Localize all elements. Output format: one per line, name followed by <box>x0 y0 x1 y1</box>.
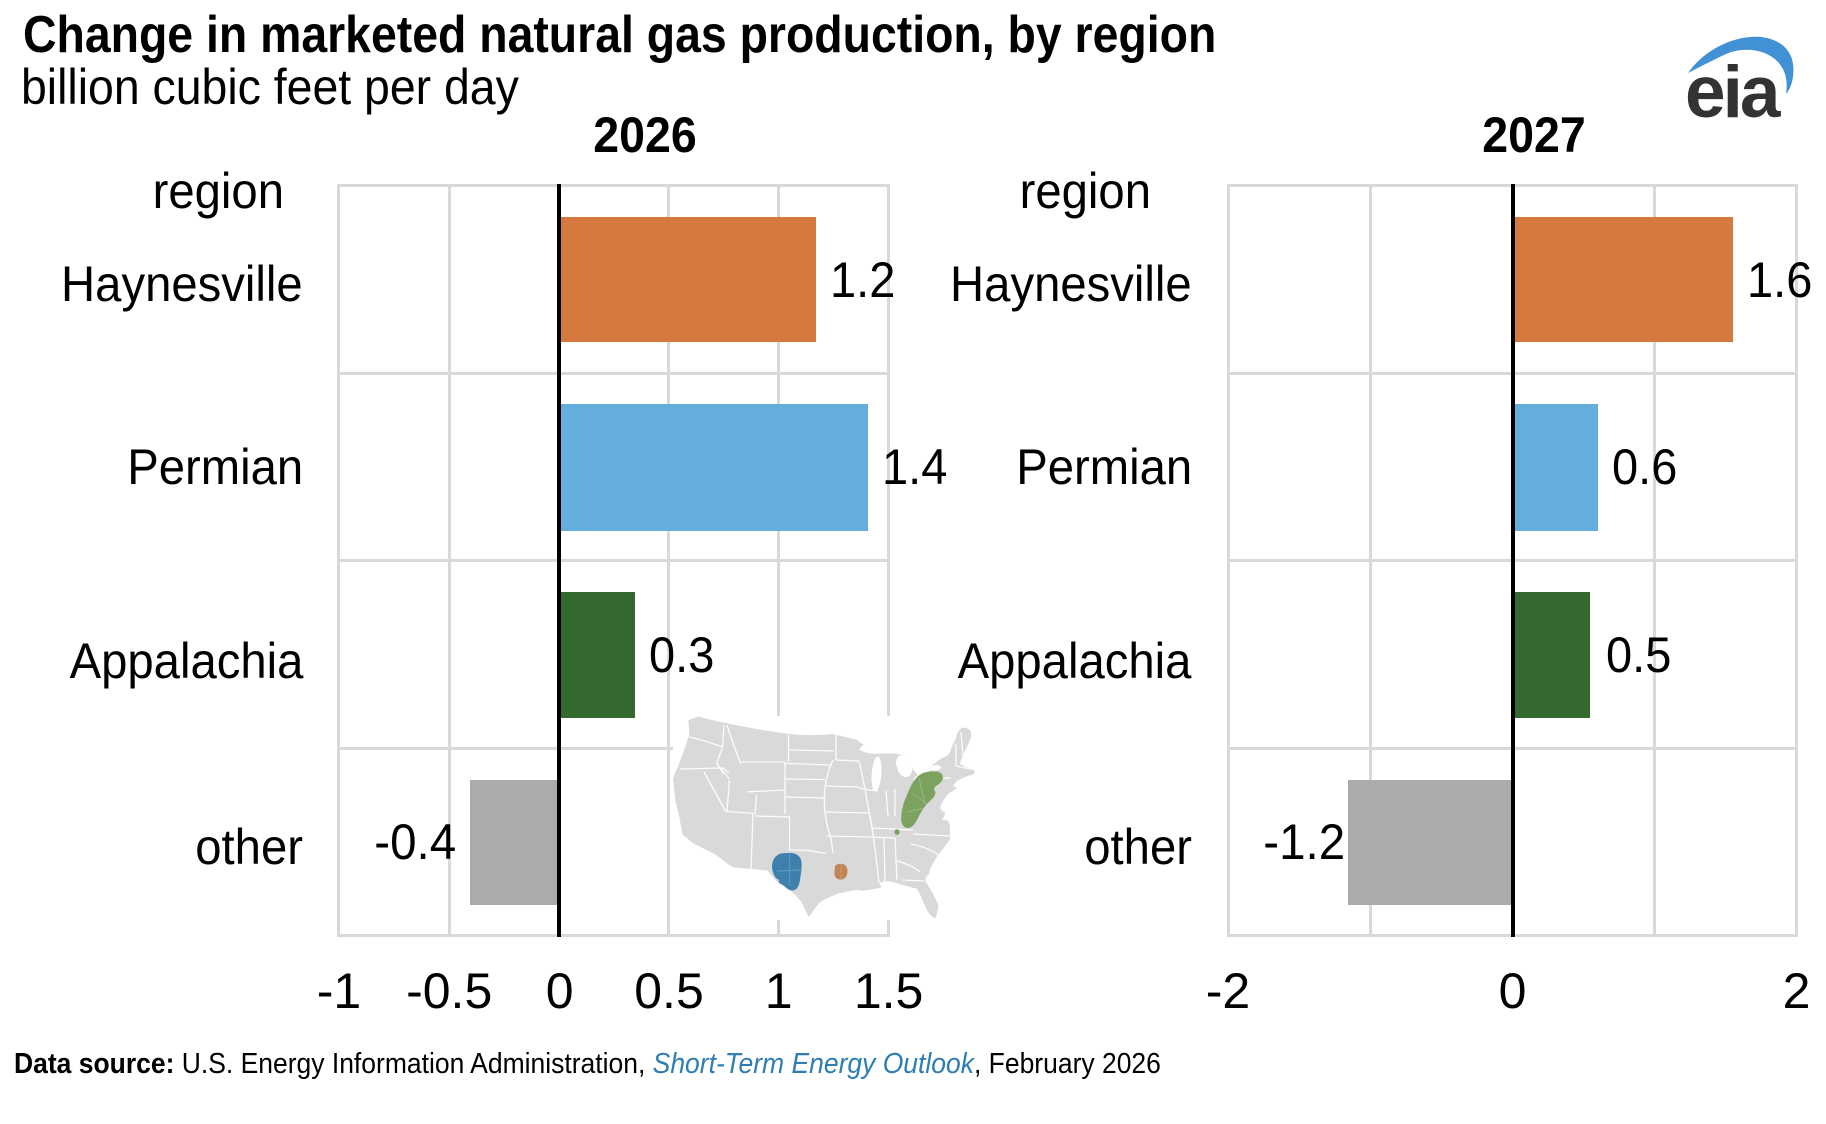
svg-text:eia: eia <box>1685 52 1782 128</box>
